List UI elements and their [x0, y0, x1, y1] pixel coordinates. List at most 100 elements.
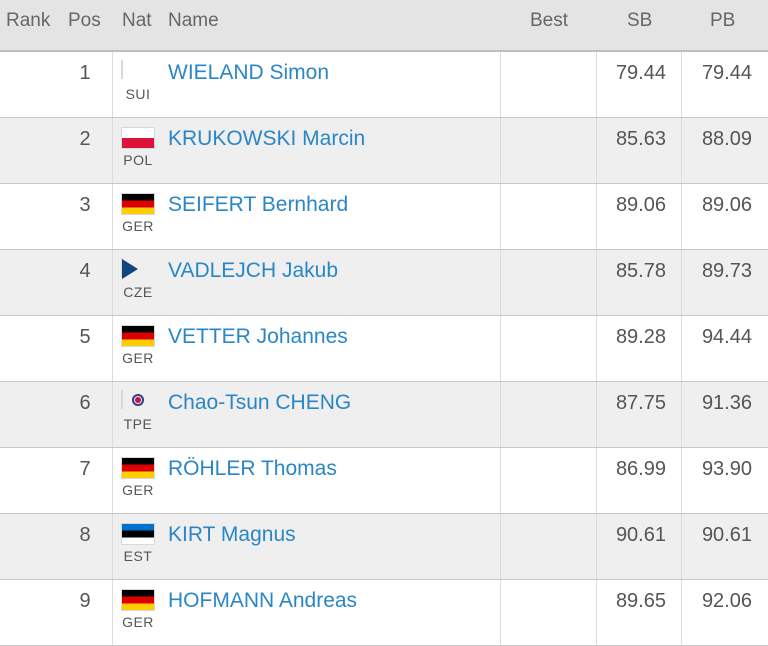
header-pb[interactable]: PB	[710, 10, 736, 31]
athlete-name-link[interactable]: VETTER Johannes	[168, 325, 348, 348]
row-pb: 91.36	[701, 392, 752, 414]
poland-flag-icon	[121, 127, 155, 149]
header-nat[interactable]: Nat	[122, 10, 152, 31]
row-pos: 7	[79, 458, 91, 480]
column-divider	[500, 250, 501, 315]
czech-flag-icon	[121, 258, 123, 277]
column-divider	[596, 118, 597, 183]
athlete-name-link[interactable]: HOFMANN Andreas	[168, 589, 358, 612]
header-best[interactable]: Best	[530, 10, 569, 31]
row-nat-code: CZE	[123, 284, 153, 300]
header-rank[interactable]: Rank	[6, 10, 51, 31]
column-divider	[112, 118, 113, 183]
column-divider	[500, 382, 501, 447]
column-divider	[596, 184, 597, 249]
column-divider	[681, 514, 682, 579]
row-sb: 85.78	[615, 260, 666, 282]
row-pos: 6	[79, 392, 91, 414]
row-nat-code: TPE	[123, 416, 153, 432]
row-sb: 89.28	[615, 326, 666, 348]
row-nat-code: GER	[122, 218, 154, 234]
column-divider	[681, 250, 682, 315]
row-pb: 89.06	[701, 194, 752, 216]
column-divider	[681, 184, 682, 249]
column-divider	[112, 448, 113, 513]
row-nat-code: EST	[123, 548, 153, 564]
row-sb: 90.61	[615, 524, 666, 546]
header-pos[interactable]: Pos	[68, 10, 101, 31]
column-divider	[681, 316, 682, 381]
row-pos: 8	[79, 524, 91, 546]
column-divider	[500, 184, 501, 249]
column-divider	[596, 580, 597, 645]
row-sb: 89.65	[615, 590, 666, 612]
table-row: 6 TPE Chao-Tsun CHENG 87.75 91.36	[0, 382, 768, 448]
athlete-name-link[interactable]: KRUKOWSKI Marcin	[168, 127, 366, 150]
table-row: 4 CZE VADLEJCH Jakub 85.78 89.73	[0, 250, 768, 316]
row-sb: 89.06	[615, 194, 666, 216]
row-pb: 93.90	[701, 458, 752, 480]
germany-flag-icon	[121, 193, 155, 215]
row-nat-code: GER	[122, 482, 154, 498]
column-divider	[112, 184, 113, 249]
athlete-name-link[interactable]: KIRT Magnus	[168, 523, 296, 546]
column-divider	[681, 382, 682, 447]
switzerland-flag-icon	[121, 60, 123, 79]
column-divider	[112, 52, 113, 117]
row-pos: 5	[79, 326, 91, 348]
column-divider	[681, 448, 682, 513]
row-pos: 2	[79, 128, 91, 150]
row-sb: 79.44	[615, 62, 666, 84]
column-divider	[596, 52, 597, 117]
athlete-name-link[interactable]: WIELAND Simon	[168, 61, 330, 84]
row-pb: 90.61	[701, 524, 752, 546]
column-divider	[112, 580, 113, 645]
estonia-flag-icon	[121, 523, 155, 545]
column-divider	[681, 52, 682, 117]
column-divider	[681, 580, 682, 645]
row-pos: 3	[79, 194, 91, 216]
row-sb: 87.75	[615, 392, 666, 414]
athlete-name-link[interactable]: VADLEJCH Jakub	[168, 259, 339, 282]
table-row: 3 GER SEIFERT Bernhard 89.06 89.06	[0, 184, 768, 250]
header-sb[interactable]: SB	[627, 10, 653, 31]
table-row: 7 GER RÖHLER Thomas 86.99 93.90	[0, 448, 768, 514]
athlete-name-link[interactable]: RÖHLER Thomas	[168, 457, 337, 480]
column-divider	[500, 52, 501, 117]
row-nat-code: GER	[122, 614, 154, 630]
table-row: 1 SUI WIELAND Simon 79.44 79.44	[0, 52, 768, 118]
header-name[interactable]: Name	[168, 10, 219, 31]
table-row: 9 GER HOFMANN Andreas 89.65 92.06	[0, 580, 768, 646]
athlete-name-link[interactable]: SEIFERT Bernhard	[168, 193, 349, 216]
column-divider	[112, 250, 113, 315]
row-nat-code: POL	[123, 152, 153, 168]
row-pb: 88.09	[701, 128, 752, 150]
column-divider	[500, 580, 501, 645]
row-sb: 86.99	[615, 458, 666, 480]
table-row: 8 EST KIRT Magnus 90.61 90.61	[0, 514, 768, 580]
germany-flag-icon	[121, 589, 155, 611]
table-row: 5 GER VETTER Johannes 89.28 94.44	[0, 316, 768, 382]
chinese-taipei-flag-icon	[121, 390, 123, 409]
table-header: Rank Pos Nat Name Best SB PB	[0, 0, 768, 52]
column-divider	[500, 514, 501, 579]
column-divider	[500, 448, 501, 513]
column-divider	[112, 382, 113, 447]
column-divider	[681, 118, 682, 183]
row-pb: 92.06	[701, 590, 752, 612]
row-sb: 85.63	[615, 128, 666, 150]
row-pb: 89.73	[701, 260, 752, 282]
row-nat-code: SUI	[125, 86, 151, 102]
row-pos: 9	[79, 590, 91, 612]
germany-flag-icon	[121, 325, 155, 347]
row-pb: 94.44	[701, 326, 752, 348]
column-divider	[596, 448, 597, 513]
row-nat-code: GER	[122, 350, 154, 366]
column-divider	[596, 316, 597, 381]
column-divider	[500, 118, 501, 183]
table-row: 2 POL KRUKOWSKI Marcin 85.63 88.09	[0, 118, 768, 184]
row-pb: 79.44	[701, 62, 752, 84]
athlete-name-link[interactable]: Chao-Tsun CHENG	[168, 391, 352, 414]
column-divider	[112, 514, 113, 579]
